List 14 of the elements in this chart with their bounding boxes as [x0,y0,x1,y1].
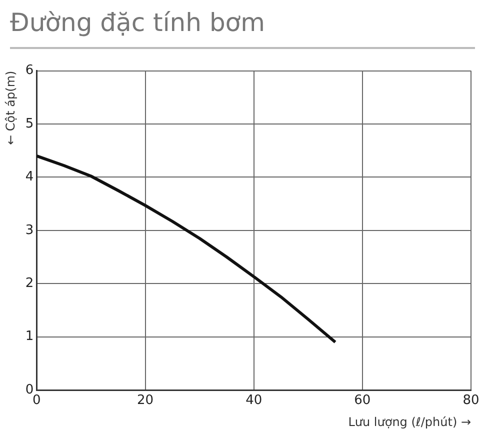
y-tick-label: 2 [25,276,34,291]
y-tick-label: 3 [25,222,34,238]
x-tick-label: 40 [246,393,262,408]
x-tick-label: 60 [354,393,371,408]
chart-title: Đường đặc tính bơm [10,8,475,49]
y-tick-label: 5 [25,116,34,132]
y-tick-label: 1 [25,329,34,344]
y-tick-label: 0 [25,382,34,398]
x-axis-title: Lưu lượng (ℓ/phút) → [348,414,471,429]
y-axis-title: ← Cột áp(m) [3,70,18,145]
x-tick-label: 80 [462,393,480,408]
y-tick-label: 4 [25,170,34,185]
x-tick-label: 20 [136,393,154,408]
y-tick-label: 6 [25,63,34,78]
